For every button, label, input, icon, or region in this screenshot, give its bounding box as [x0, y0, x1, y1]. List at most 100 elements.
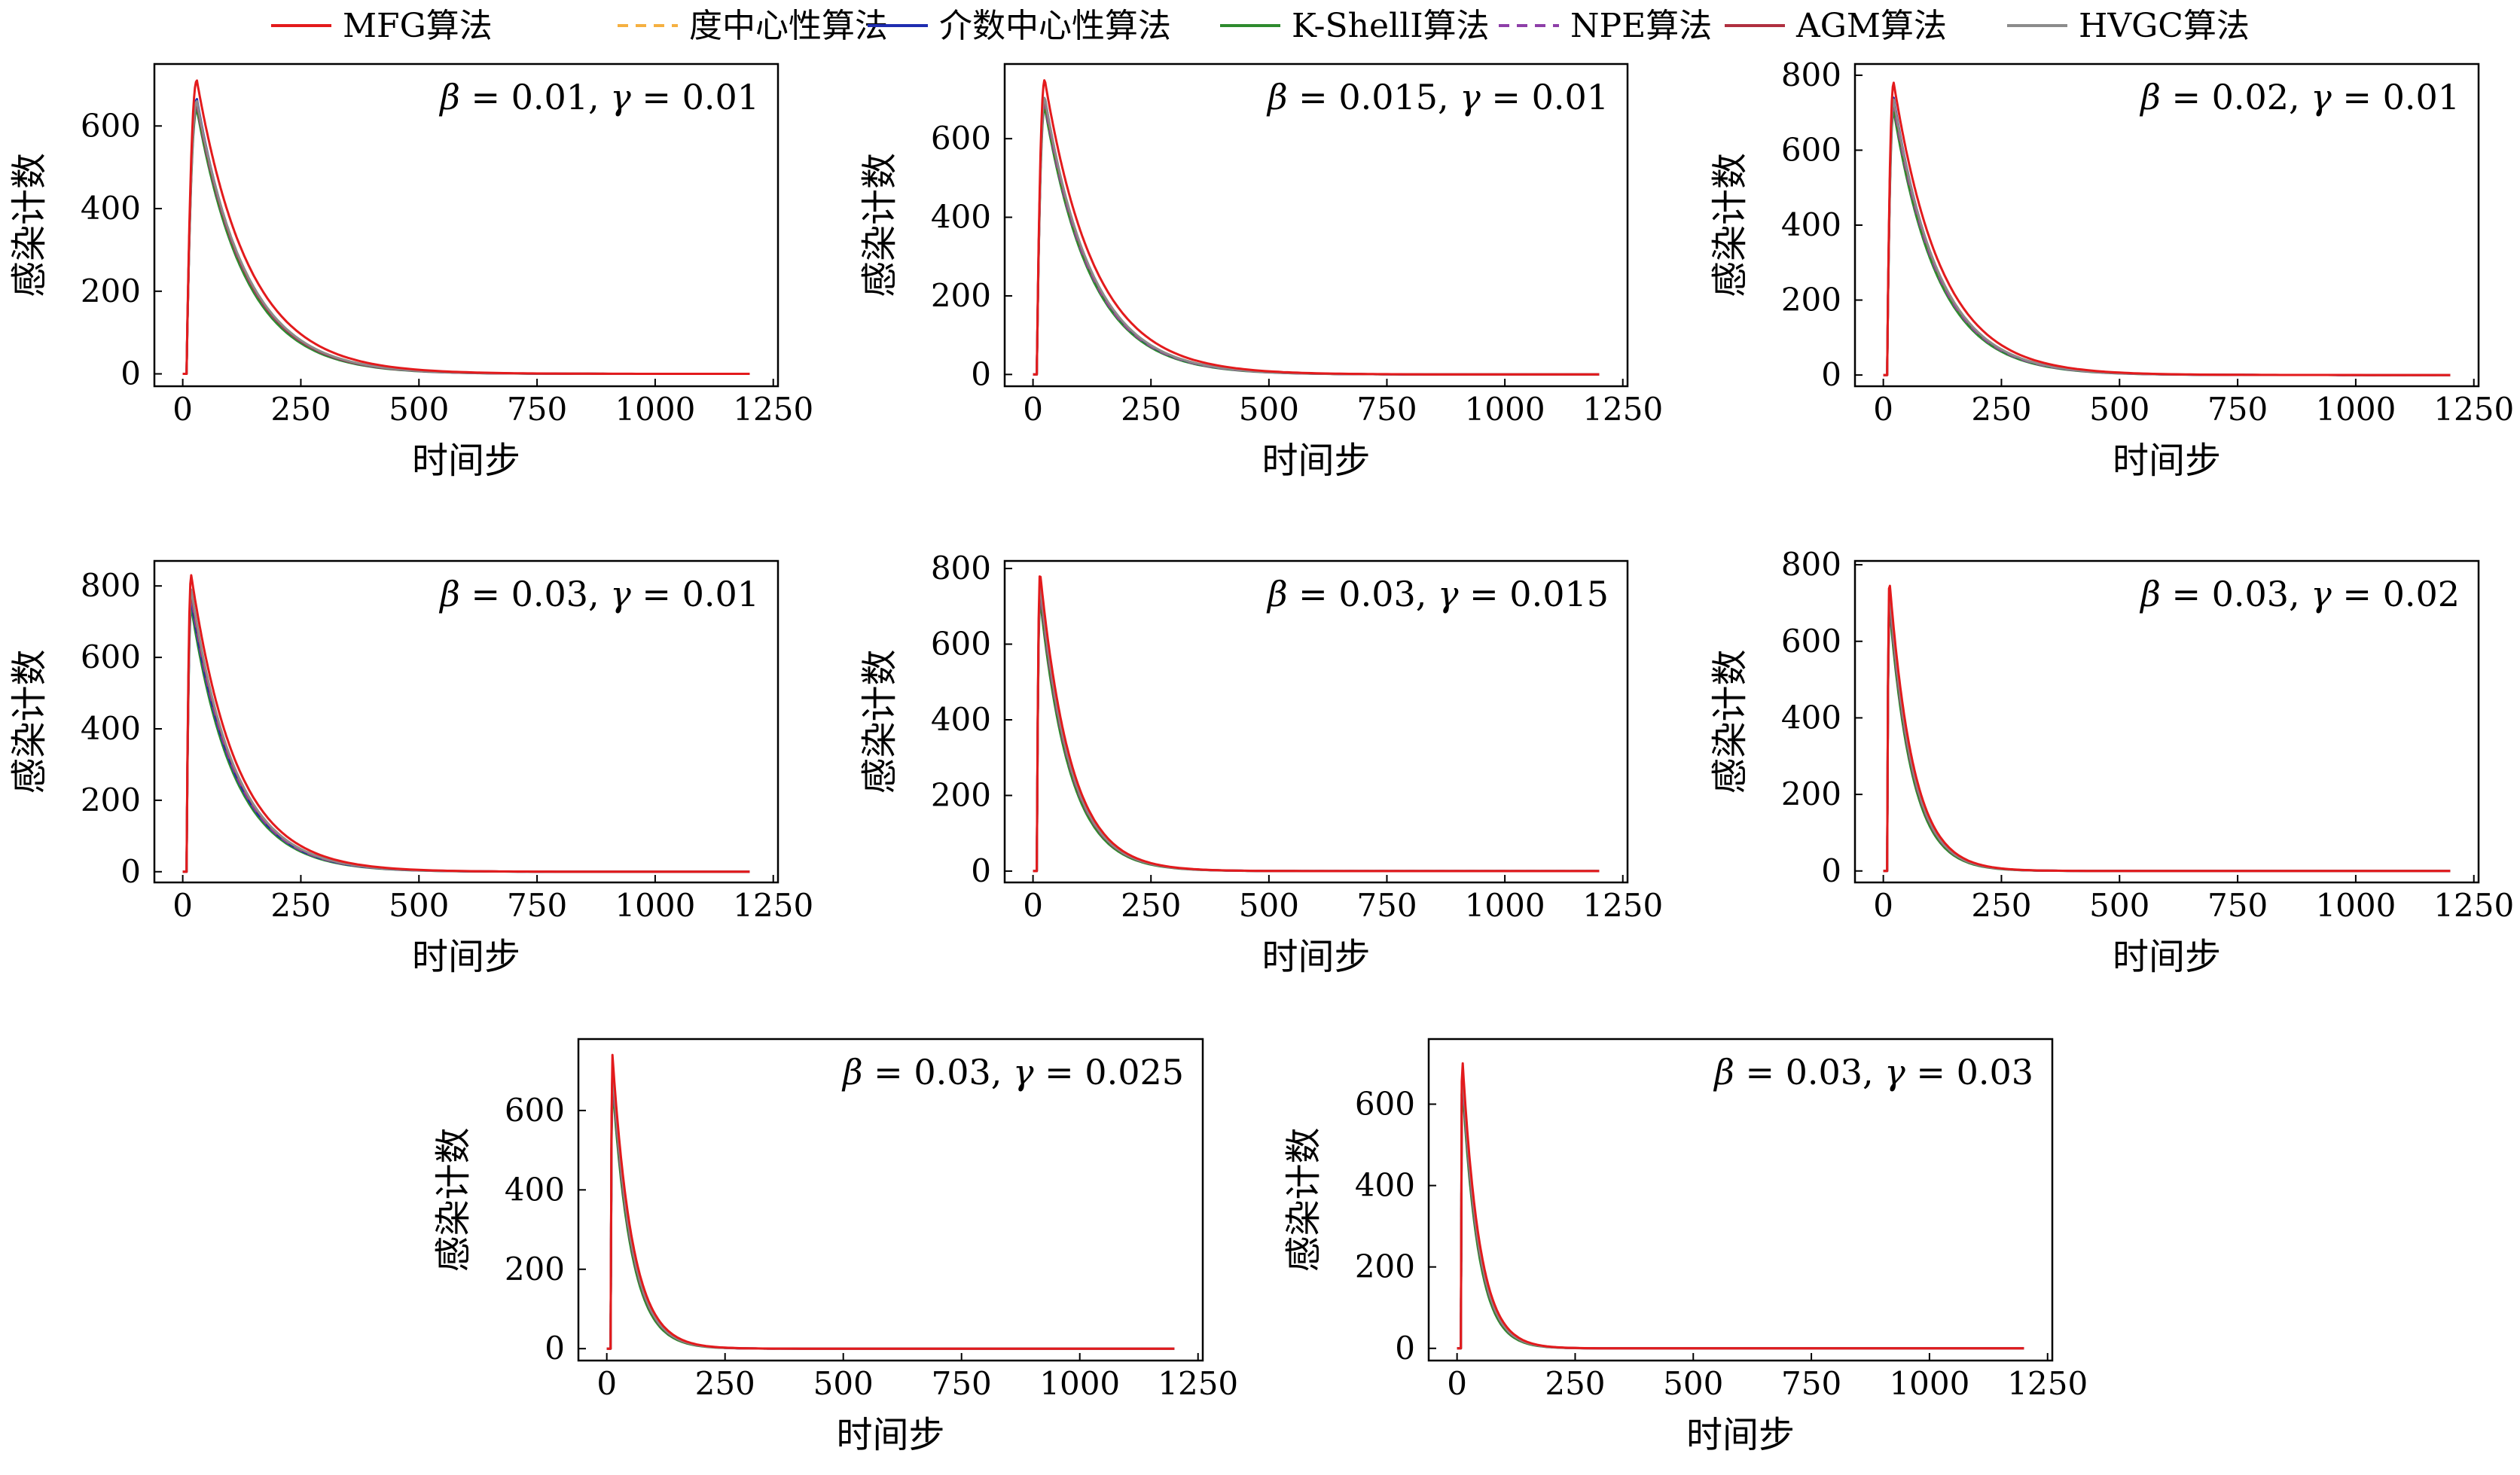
chart-panel: 0 250 500 750 1000 1250 0 200 400 600 800 时间步 感染计数 β …	[8, 559, 813, 978]
plot-frame	[1003, 559, 1629, 884]
y-tick-label: 200	[1781, 776, 1841, 812]
y-tick-label: 800	[81, 567, 141, 604]
x-tick-label: 1250	[1582, 887, 1663, 924]
y-tick-label: 400	[81, 710, 141, 747]
plot-frame	[577, 1038, 1204, 1362]
y-tick-label: 600	[81, 107, 141, 144]
y-tick-label: 0	[121, 853, 141, 890]
y-tick-label: 0	[971, 355, 991, 392]
x-axis-title: 时间步	[1686, 1414, 1795, 1456]
legend-entry: MFG算法	[271, 7, 493, 45]
series-line	[1033, 590, 1600, 873]
x-axis-title: 时间步	[412, 936, 520, 978]
y-tick-label: 400	[1781, 206, 1841, 243]
x-tick-label: 250	[1971, 391, 2031, 428]
series-line	[1033, 590, 1600, 873]
series-line	[1883, 598, 2451, 873]
x-tick-label: 250	[270, 887, 331, 924]
y-tick-label: 200	[81, 782, 141, 818]
chart-panel: 0 250 500 750 1000 1250 0 200 400 600 800 时间步 感染计数 β …	[859, 550, 1663, 978]
x-tick-label: 750	[932, 1365, 992, 1402]
series-line	[1883, 599, 2451, 873]
x-tick-label: 1250	[733, 391, 813, 428]
y-tick-label: 400	[81, 190, 141, 227]
series-line	[606, 1069, 1175, 1350]
chart-panel: 0 250 500 750 1000 1250 0 200 400 600 800 时间步 感染计数 β …	[1709, 56, 2514, 482]
y-tick-label: 200	[1355, 1248, 1415, 1285]
series-line	[1033, 106, 1600, 376]
x-tick-label: 1250	[2433, 391, 2514, 428]
parameter-annotation: β = 0.03, γ = 0.01	[438, 574, 759, 614]
x-axis-title: 时间步	[836, 1414, 944, 1456]
y-tick-label: 800	[931, 550, 991, 587]
series-line	[1457, 1088, 2024, 1350]
series-line	[182, 599, 750, 873]
x-tick-label: 500	[1239, 887, 1299, 924]
y-tick-label: 800	[1781, 546, 1841, 583]
series-line	[606, 1073, 1175, 1350]
x-tick-label: 750	[1356, 887, 1417, 924]
chart-panel: 0 250 500 750 1000 1250 0 200 400 600 时间步 感染计数 β = 0…	[8, 62, 813, 482]
x-tick-label: 500	[1239, 391, 1299, 428]
x-tick-label: 0	[1873, 887, 1893, 924]
x-tick-label: 0	[596, 1365, 617, 1402]
series-line	[1883, 98, 2451, 376]
x-tick-label: 1000	[2315, 391, 2396, 428]
x-tick-label: 500	[2089, 391, 2149, 428]
x-tick-label: 1250	[2007, 1365, 2088, 1402]
y-tick-label: 600	[931, 120, 991, 157]
series-line	[606, 1081, 1175, 1350]
series-line	[1033, 575, 1600, 873]
y-axis-title: 感染计数	[859, 153, 901, 297]
x-tick-label: 0	[172, 391, 193, 428]
legend-label: AGM算法	[1795, 7, 1947, 45]
x-tick-label: 250	[270, 391, 331, 428]
y-tick-label: 400	[1355, 1167, 1415, 1204]
x-tick-label: 1000	[615, 887, 695, 924]
y-tick-label: 400	[931, 701, 991, 738]
legend-entry: NPE算法	[1499, 7, 1712, 45]
series-line	[1457, 1080, 2024, 1350]
series-line	[182, 574, 750, 873]
plot-frame	[1427, 1038, 2054, 1362]
y-tick-label: 600	[81, 638, 141, 675]
series-line	[182, 99, 750, 375]
y-tick-label: 0	[971, 852, 991, 889]
x-tick-label: 750	[2207, 391, 2268, 428]
series-line	[1033, 601, 1600, 873]
x-tick-label: 1250	[1582, 391, 1663, 428]
x-tick-label: 750	[2207, 887, 2268, 924]
series-line	[182, 595, 750, 873]
x-tick-label: 250	[1545, 1365, 1605, 1402]
y-tick-label: 200	[1781, 282, 1841, 318]
y-tick-label: 400	[505, 1171, 565, 1208]
chart-panel: 0 250 500 750 1000 1250 0 200 400 600 时间步 感染计数 β = 0…	[1283, 1038, 2088, 1456]
x-tick-label: 1000	[1039, 1365, 1120, 1402]
legend-entry: 介数中心性算法	[868, 7, 1171, 45]
x-tick-label: 0	[1447, 1365, 1467, 1402]
series-line	[182, 98, 750, 375]
series-line	[1033, 96, 1600, 376]
series-line	[182, 79, 750, 375]
y-axis-title: 感染计数	[1709, 153, 1751, 297]
y-tick-label: 200	[931, 776, 991, 813]
series-line	[1033, 96, 1600, 376]
plot-frame	[1003, 62, 1629, 388]
parameter-annotation: β = 0.03, γ = 0.025	[841, 1052, 1184, 1093]
plot-frame	[153, 62, 779, 388]
y-tick-label: 600	[931, 626, 991, 663]
series-line	[1457, 1062, 2024, 1350]
x-tick-label: 500	[2089, 887, 2149, 924]
x-tick-label: 250	[1121, 887, 1181, 924]
legend-label: HVGC算法	[2079, 7, 2250, 45]
series-line	[1883, 603, 2451, 873]
series-line	[182, 108, 750, 375]
x-tick-label: 0	[1023, 887, 1043, 924]
x-tick-label: 250	[1971, 887, 2031, 924]
x-tick-label: 750	[1781, 1365, 1841, 1402]
x-tick-label: 500	[389, 391, 449, 428]
chart-panel: 0 250 500 750 1000 1250 0 200 400 600 时间步 感染计数 β = 0…	[432, 1038, 1238, 1456]
legend-entry: HVGC算法	[2007, 7, 2250, 45]
series-line	[1457, 1076, 2024, 1350]
series-line	[1883, 596, 2451, 873]
